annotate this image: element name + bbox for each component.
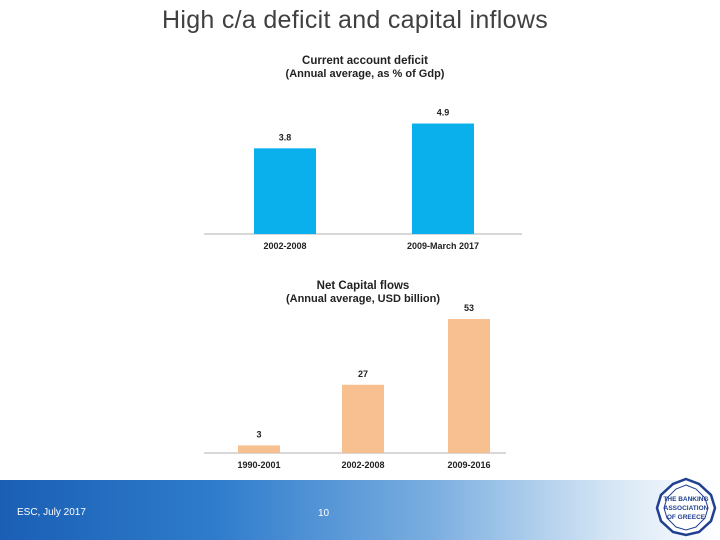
category-label: 2009-March 2017 [407,241,479,251]
data-label: 27 [358,369,368,379]
category-label: 2002-2008 [341,460,384,470]
chart1-title: Current account deficit [302,55,428,67]
bar-1990-2001 [238,445,280,453]
category-label: 2009-2016 [447,460,490,470]
category-label: 1990-2001 [237,460,280,470]
svg-text:ASSOCIATION: ASSOCIATION [664,505,709,512]
bar-2009-2016 [448,319,490,453]
bank-association-logo-icon: THE BANKING ASSOCIATION OF GREECE [655,477,717,537]
category-label: 2002-2008 [263,241,306,251]
data-label: 4.9 [437,108,450,118]
chart2-title: Net Capital flows [317,280,410,292]
bar-2009-March 2017 [412,123,474,234]
current-account-deficit-chart: Current account deficit (Annual average,… [204,55,522,251]
bar-2002-2008 [254,148,316,234]
footer-band [0,480,720,540]
footer-date: ESC, July 2017 [17,507,86,518]
bar-2002-2008 [342,384,384,453]
page-number: 10 [318,508,330,519]
data-label: 3.8 [279,132,292,142]
data-label: 53 [464,303,474,313]
data-label: 3 [256,429,261,439]
slide-title: High c/a deficit and capital inflows [162,6,548,34]
svg-text:THE BANKING: THE BANKING [663,496,708,503]
svg-text:OF GREECE: OF GREECE [667,514,706,521]
chart1-subtitle: (Annual average, as % of Gdp) [286,68,445,80]
net-capital-flows-chart: Net Capital flows (Annual average, USD b… [204,280,506,470]
charts-canvas: Current account deficit (Annual average,… [204,55,522,470]
chart2-subtitle: (Annual average, USD billion) [286,293,440,305]
